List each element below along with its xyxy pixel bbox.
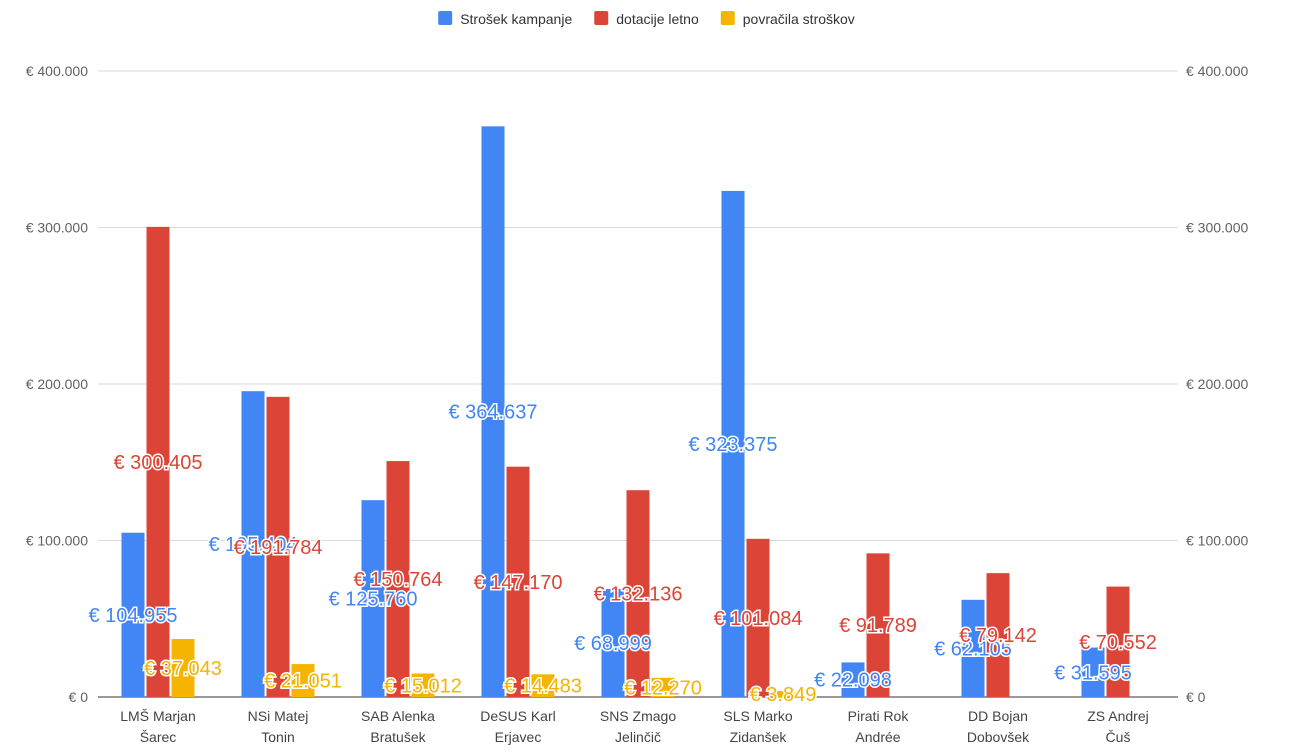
data-label: € 3.849 bbox=[750, 684, 817, 706]
data-label: € 147.170 bbox=[474, 572, 563, 594]
bar bbox=[121, 532, 145, 697]
y-tick-label-left: € 400.000 bbox=[26, 63, 88, 79]
bar bbox=[721, 190, 745, 697]
bar bbox=[481, 126, 505, 698]
data-label: € 323.375 bbox=[689, 434, 778, 456]
bar bbox=[266, 396, 290, 697]
bar bbox=[386, 461, 410, 697]
data-label: € 14.483 bbox=[504, 676, 582, 698]
bar bbox=[601, 589, 625, 697]
bar bbox=[361, 500, 385, 697]
bar bbox=[291, 664, 315, 697]
y-tick-label-left: € 100.000 bbox=[26, 533, 88, 549]
data-label: € 68.999 bbox=[574, 633, 652, 655]
bar bbox=[961, 599, 985, 697]
data-label: € 21.051 bbox=[264, 671, 342, 693]
y-tick-label-left: € 200.000 bbox=[26, 376, 88, 392]
bar bbox=[241, 391, 265, 697]
data-label: € 91.789 bbox=[839, 615, 917, 637]
legend-label: dotacije letno bbox=[616, 11, 699, 27]
data-label: € 79.142 bbox=[959, 625, 1037, 647]
data-label: € 195.404 bbox=[209, 534, 298, 556]
data-label: € 12.270 bbox=[624, 677, 702, 699]
y-axis-right: € 0 € 100.000 € 200.000 € 300.000 € 400.000 bbox=[1186, 63, 1248, 705]
bars bbox=[121, 126, 1130, 698]
y-tick-label-left: € 300.000 bbox=[26, 220, 88, 236]
bar bbox=[626, 490, 650, 697]
data-label: € 62.105 bbox=[934, 638, 1012, 660]
bar bbox=[986, 573, 1010, 697]
legend-label: Strošek kampanje bbox=[460, 11, 572, 27]
x-tick-label: ZS Andrej Čuš bbox=[1087, 708, 1148, 745]
x-tick-label: SAB Alenka Bratušek bbox=[361, 708, 435, 745]
data-labels: € 104.955 € 195.404 € 125.760 € 364.637 € 68… bbox=[87, 400, 1158, 707]
bar bbox=[651, 677, 675, 697]
bar bbox=[531, 674, 555, 697]
bar bbox=[771, 690, 795, 697]
bar bbox=[1081, 647, 1105, 697]
bar bbox=[1106, 586, 1130, 697]
bar bbox=[411, 673, 435, 697]
x-tick-label: SLS Marko Zidanšek bbox=[723, 708, 792, 745]
x-tick-label: DeSUS Karl Erjavec bbox=[480, 708, 555, 745]
bar bbox=[841, 662, 865, 697]
x-axis: LMŠ Marjan Šarec NSi Matej Tonin SAB Alenka B… bbox=[120, 708, 1148, 745]
data-label: € 132.136 bbox=[594, 584, 683, 606]
chart-legend: Strošek kampanje dotacije letno povračila … bbox=[438, 11, 855, 27]
data-label: € 104.955 bbox=[89, 605, 178, 627]
y-tick-label-right: € 200.000 bbox=[1186, 376, 1248, 392]
bar bbox=[171, 639, 195, 697]
y-tick-label-right: € 0 bbox=[1186, 689, 1206, 705]
data-label: € 125.760 bbox=[329, 589, 418, 611]
y-tick-label-right: € 400.000 bbox=[1186, 63, 1248, 79]
legend-swatch bbox=[720, 11, 735, 25]
y-tick-label-left: € 0 bbox=[69, 689, 89, 705]
bar bbox=[506, 466, 530, 697]
data-label: € 364.637 bbox=[449, 402, 538, 424]
data-label: € 70.552 bbox=[1079, 632, 1157, 654]
y-axis-left: € 0 € 100.000 € 200.000 € 300.000 € 400.000 bbox=[26, 63, 89, 705]
bar bbox=[146, 226, 170, 697]
data-label: € 15.012 bbox=[384, 675, 462, 697]
data-label: € 37.043 bbox=[144, 658, 222, 680]
data-label: € 101.084 bbox=[714, 608, 803, 630]
x-tick-label: NSi Matej Tonin bbox=[248, 708, 309, 745]
y-tick-label-right: € 100.000 bbox=[1186, 533, 1248, 549]
x-tick-label: Pirati Rok Andrée bbox=[848, 708, 910, 745]
data-label: € 191.784 bbox=[234, 537, 323, 559]
bar bbox=[866, 553, 890, 697]
x-tick-label: LMŠ Marjan Šarec bbox=[120, 708, 195, 745]
legend-label: povračila stroškov bbox=[743, 11, 855, 27]
data-label: € 300.405 bbox=[114, 452, 203, 474]
data-label: € 150.764 bbox=[354, 569, 443, 591]
data-label: € 31.595 bbox=[1054, 662, 1132, 684]
data-label: € 22.098 bbox=[814, 670, 892, 692]
legend-swatch bbox=[438, 11, 453, 25]
x-tick-label: SNS Zmago Jelinčič bbox=[600, 708, 676, 745]
x-tick-label: DD Bojan Dobovšek bbox=[967, 708, 1030, 745]
bar bbox=[746, 538, 770, 697]
y-tick-label-right: € 300.000 bbox=[1186, 220, 1248, 236]
legend-swatch bbox=[594, 11, 609, 25]
